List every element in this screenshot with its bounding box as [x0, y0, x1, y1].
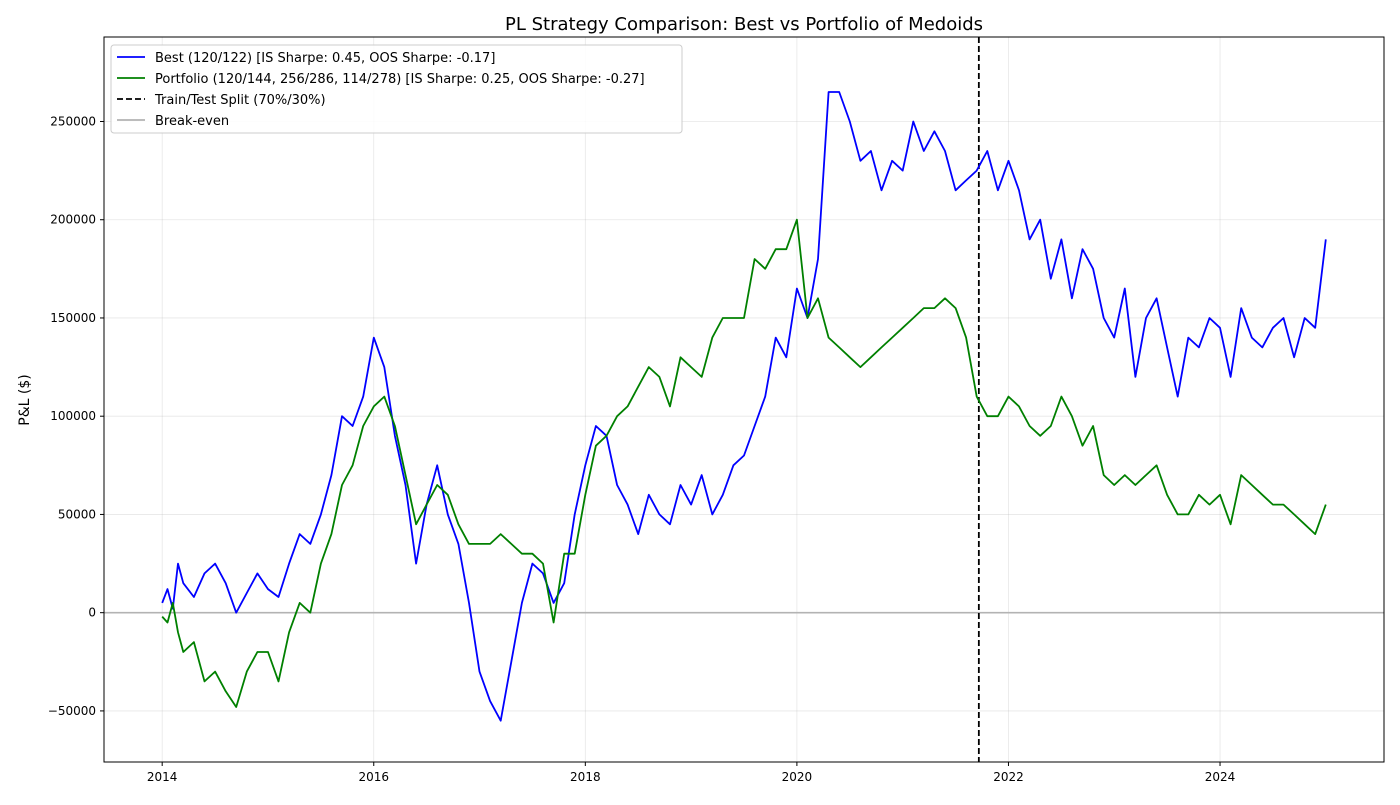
y-tick-label: 150000 — [50, 311, 96, 325]
x-tick-label: 2024 — [1205, 770, 1236, 784]
y-tick-label: 0 — [88, 606, 96, 620]
x-tick-label: 2020 — [782, 770, 813, 784]
grid — [104, 37, 1384, 762]
axes-frame — [103, 36, 1385, 763]
series-line-portfolio — [161, 218, 1327, 708]
y-axis-label: P&L ($) — [17, 374, 33, 425]
series-line-best — [161, 91, 1327, 722]
legend: Best (120/122) [IS Sharpe: 0.45, OOS Sha… — [110, 44, 683, 134]
x-tick-label: 2018 — [570, 770, 601, 784]
reference-lines — [104, 37, 1384, 762]
x-tick-label: 2016 — [358, 770, 389, 784]
y-tick-label: 100000 — [50, 409, 96, 423]
legend-entry-breakeven-label: Break-even — [155, 114, 229, 129]
x-tick-label: 2014 — [147, 770, 178, 784]
chart-title: PL Strategy Comparison: Best vs Portfoli… — [505, 14, 983, 35]
y-tick-label: −50000 — [48, 704, 96, 718]
y-tick-label: 50000 — [58, 507, 96, 521]
legend-entry-portfolio-label: Portfolio (120/144, 256/286, 114/278) [I… — [155, 72, 645, 87]
y-tick-label: 250000 — [50, 114, 96, 128]
x-axis-ticks: 2014 2016 2018 2020 2022 2024 — [147, 762, 1235, 784]
legend-entry-best-label: Best (120/122) [IS Sharpe: 0.45, OOS Sha… — [155, 51, 495, 66]
y-tick-label: 200000 — [50, 213, 96, 227]
x-tick-label: 2022 — [993, 770, 1024, 784]
series-lines — [161, 91, 1327, 722]
legend-box — [110, 44, 683, 134]
legend-entry-split-label: Train/Test Split (70%/30%) — [154, 93, 326, 108]
y-axis-ticks: −50000 0 50000 100000 150000 200000 250000 — [48, 114, 104, 718]
